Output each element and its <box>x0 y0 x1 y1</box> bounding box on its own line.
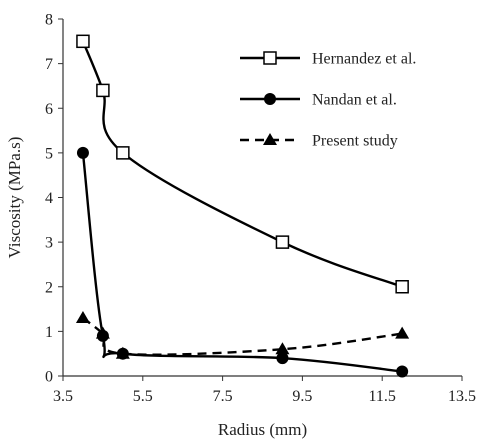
data-point <box>96 83 110 98</box>
legend-item: Hernandez et al. <box>240 51 416 68</box>
data-point <box>396 365 409 378</box>
legend-label: Present study <box>312 133 398 150</box>
x-tick-label: 3.5 <box>53 388 73 405</box>
y-tick-label: 6 <box>45 101 53 118</box>
data-point <box>395 326 410 339</box>
legend-marker <box>263 51 277 65</box>
y-tick-label: 8 <box>45 12 53 29</box>
legend-item: Nandan et al. <box>240 92 397 109</box>
y-tick-label: 1 <box>45 324 53 341</box>
data-point <box>395 280 409 294</box>
data-point <box>76 146 89 159</box>
y-tick-label: 5 <box>45 145 53 162</box>
series-line <box>81 40 403 288</box>
y-tick-label: 0 <box>45 369 53 386</box>
legend: Hernandez et al. Nandan et al. Present stu… <box>240 51 416 150</box>
legend-item: Present study <box>240 133 398 150</box>
y-tick-label: 3 <box>45 235 53 252</box>
series-layer <box>75 34 410 378</box>
axes: 0 1 2 3 4 5 6 7 8 3.5 5.5 7.5 9.5 11.5 13.5 <box>45 12 476 406</box>
data-point <box>76 34 90 49</box>
y-tick-label: 2 <box>45 279 53 296</box>
x-tick-label: 5.5 <box>133 388 153 405</box>
y-tick-label: 7 <box>45 56 53 73</box>
data-point <box>115 346 130 359</box>
series-line <box>82 317 403 356</box>
legend-label: Hernandez et al. <box>312 51 416 68</box>
data-point <box>75 310 90 323</box>
y-axis-title: Viscosity (MPa.s) <box>5 137 24 259</box>
data-point <box>95 326 110 339</box>
data-point <box>275 235 290 249</box>
series-line <box>81 152 403 373</box>
series-2 <box>76 146 409 378</box>
x-axis-title: Radius (mm) <box>218 420 307 439</box>
x-tick-label: 11.5 <box>368 388 395 405</box>
data-point <box>275 342 290 355</box>
legend-marker <box>264 93 276 105</box>
y-tick-label: 4 <box>45 190 53 207</box>
data-point <box>276 352 289 365</box>
data-point <box>116 146 130 160</box>
legend-marker <box>263 133 277 145</box>
x-tick-label: 7.5 <box>213 388 233 405</box>
series-1 <box>76 34 409 294</box>
x-tick-label: 13.5 <box>448 388 476 405</box>
legend-label: Nandan et al. <box>312 92 397 109</box>
x-tick-label: 9.5 <box>292 388 312 405</box>
series-3 <box>75 310 410 359</box>
